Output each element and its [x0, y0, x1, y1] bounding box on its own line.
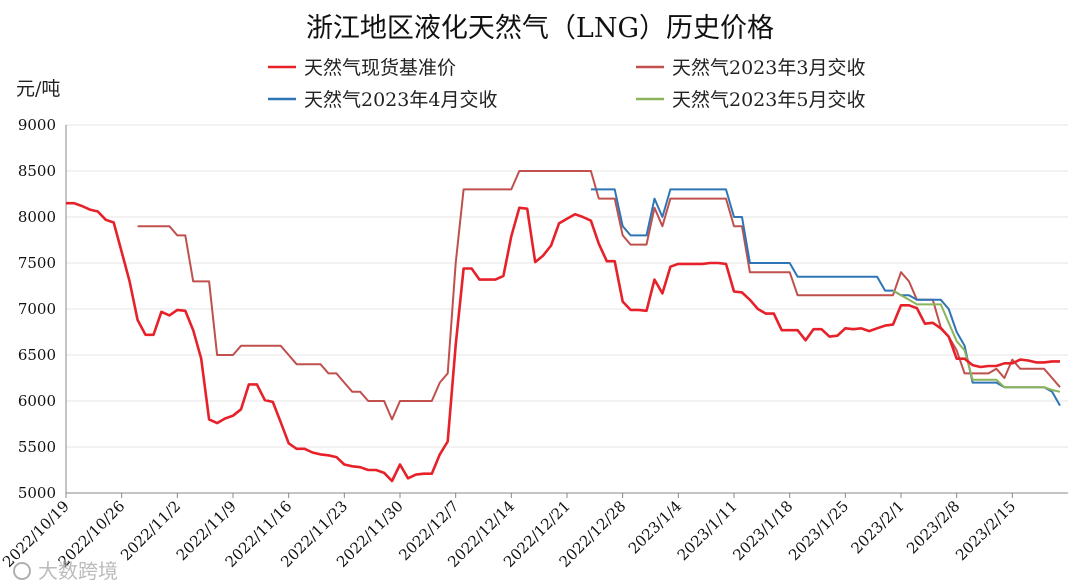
y-tick-label: 9000 — [18, 116, 56, 134]
legend-label-3: 天然气2023年5月交收 — [672, 89, 865, 111]
y-axis-unit-label: 元/吨 — [16, 78, 60, 100]
series-line-0 — [66, 201, 1060, 483]
watermark-text: 大数跨境 — [38, 559, 118, 583]
series-line-1 — [137, 170, 1061, 421]
y-tick-label: 6500 — [18, 346, 56, 364]
y-axis: 5000 5500 6000 6500 7000 7500 8000 8500 9000 — [18, 116, 67, 502]
series-line-2 — [590, 188, 1061, 407]
y-tick-label: 8500 — [18, 162, 56, 180]
gridlines — [66, 124, 1068, 448]
series-lines — [66, 170, 1061, 483]
y-tick-label: 8000 — [18, 208, 56, 226]
x-axis: 2022/10/192022/10/262022/11/22022/11/920… — [0, 492, 1068, 571]
x-tick-label: 2023/2/15 — [952, 497, 1019, 564]
legend-label-1: 天然气2023年3月交收 — [672, 57, 865, 79]
legend-label-2: 天然气2023年4月交收 — [304, 89, 497, 111]
x-tick-label: 2023/2/1 — [847, 497, 907, 557]
watermark-logo-icon — [13, 562, 31, 580]
x-tick-label: 2023/1/25 — [785, 497, 852, 564]
y-tick-label: 5000 — [18, 484, 56, 502]
y-tick-label: 7500 — [18, 254, 56, 272]
y-tick-label: 5500 — [18, 438, 56, 456]
legend-label-0: 天然气现货基准价 — [304, 57, 456, 79]
y-tick-label: 7000 — [18, 300, 56, 318]
chart-title: 浙江地区液化天然气（LNG）历史价格 — [306, 13, 774, 44]
watermark: 大数跨境 — [13, 559, 118, 583]
series-line-3 — [892, 289, 1061, 393]
y-tick-label: 6000 — [18, 392, 56, 410]
